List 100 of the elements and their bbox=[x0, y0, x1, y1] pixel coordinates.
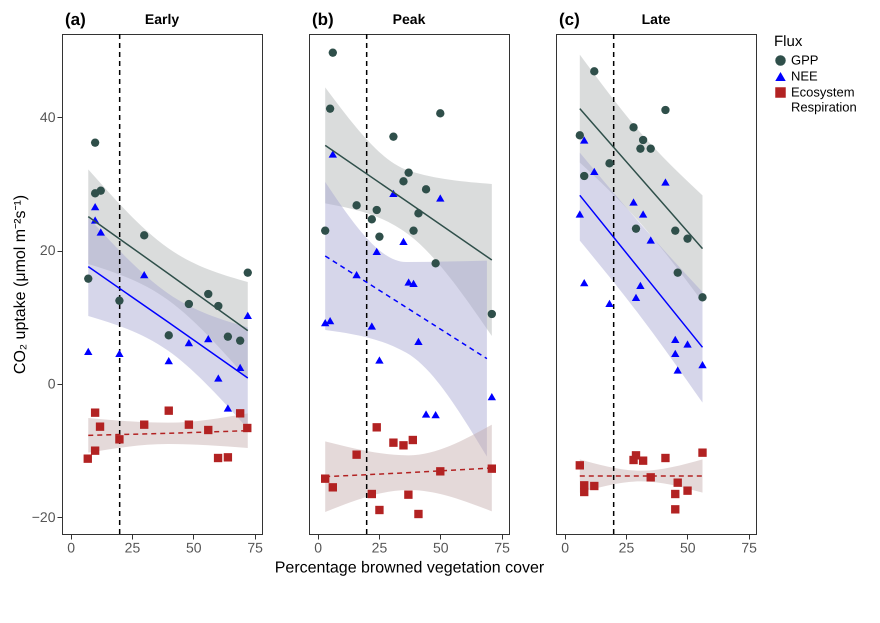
point bbox=[636, 144, 645, 153]
point bbox=[636, 282, 645, 289]
point bbox=[638, 456, 648, 465]
point bbox=[576, 210, 584, 218]
point bbox=[404, 168, 413, 177]
y-tick-label: −20 bbox=[32, 508, 56, 525]
point bbox=[399, 177, 408, 186]
point bbox=[115, 296, 124, 305]
point bbox=[671, 226, 680, 235]
x-tick-label: 0 bbox=[67, 540, 76, 556]
point bbox=[224, 453, 232, 462]
point bbox=[408, 436, 417, 444]
point bbox=[321, 226, 330, 235]
point bbox=[638, 136, 648, 144]
point bbox=[243, 424, 252, 432]
point bbox=[368, 322, 376, 330]
point bbox=[698, 293, 707, 302]
point bbox=[352, 201, 361, 210]
x-tick-label: 0 bbox=[314, 540, 322, 556]
chart-title: Early bbox=[144, 11, 180, 27]
point bbox=[431, 411, 440, 418]
text: (c) bbox=[559, 10, 580, 29]
x-tick-label: 50 bbox=[433, 540, 449, 556]
point bbox=[115, 435, 124, 444]
point bbox=[184, 420, 194, 429]
point bbox=[204, 290, 212, 298]
point bbox=[674, 268, 682, 277]
point bbox=[436, 109, 444, 118]
point bbox=[321, 319, 330, 326]
point bbox=[84, 348, 92, 355]
point bbox=[389, 132, 398, 141]
point bbox=[90, 203, 100, 210]
point bbox=[414, 338, 423, 345]
point bbox=[590, 67, 598, 76]
point bbox=[389, 438, 398, 447]
x-tick-label: 25 bbox=[618, 540, 634, 556]
point bbox=[399, 238, 408, 245]
point bbox=[671, 505, 680, 514]
y-tick-label: 40 bbox=[40, 108, 56, 125]
point bbox=[674, 478, 682, 487]
point bbox=[488, 310, 496, 318]
x-tick-label: 25 bbox=[372, 540, 388, 556]
point bbox=[698, 448, 707, 457]
point bbox=[629, 198, 638, 206]
point bbox=[164, 406, 173, 415]
point bbox=[632, 224, 640, 233]
point bbox=[90, 138, 100, 147]
point bbox=[661, 454, 670, 462]
point bbox=[375, 232, 384, 241]
point bbox=[671, 350, 680, 357]
point bbox=[184, 300, 194, 308]
point bbox=[580, 136, 588, 144]
point bbox=[164, 357, 173, 364]
point bbox=[580, 279, 588, 286]
point bbox=[590, 168, 598, 175]
y-tick-label: 0 bbox=[48, 376, 56, 392]
point bbox=[224, 404, 232, 412]
point bbox=[224, 332, 232, 341]
chart-title: Late bbox=[642, 11, 671, 27]
point bbox=[605, 300, 614, 307]
point bbox=[488, 464, 496, 473]
point bbox=[580, 488, 588, 496]
legend-title: Flux bbox=[774, 33, 803, 50]
point bbox=[671, 490, 680, 498]
x-tick-label: 25 bbox=[124, 540, 140, 556]
point bbox=[204, 335, 212, 342]
point bbox=[140, 231, 148, 240]
point bbox=[184, 339, 194, 346]
point bbox=[244, 268, 252, 277]
point bbox=[321, 474, 330, 483]
point bbox=[236, 409, 244, 418]
point bbox=[576, 131, 584, 140]
point bbox=[698, 361, 707, 368]
point bbox=[436, 467, 444, 476]
point bbox=[244, 312, 252, 319]
point bbox=[661, 106, 670, 114]
point bbox=[580, 172, 588, 180]
point bbox=[214, 454, 222, 462]
point bbox=[140, 420, 148, 429]
x-axis-title: Percentage browned vegetation cover bbox=[274, 560, 545, 576]
point bbox=[683, 486, 692, 495]
point bbox=[436, 194, 444, 202]
point bbox=[115, 350, 124, 357]
point bbox=[84, 454, 92, 463]
point bbox=[236, 364, 244, 371]
x-tick-label: 50 bbox=[680, 540, 696, 556]
point bbox=[328, 150, 337, 158]
point bbox=[674, 366, 682, 374]
point bbox=[629, 123, 638, 132]
chart-title: Peak bbox=[392, 11, 426, 27]
point bbox=[605, 159, 614, 168]
point bbox=[236, 336, 244, 345]
x-tick-label: 75 bbox=[741, 540, 758, 556]
point bbox=[375, 356, 384, 364]
point bbox=[414, 510, 423, 518]
point bbox=[404, 490, 413, 499]
x-tick-label: 0 bbox=[561, 540, 570, 556]
point bbox=[90, 408, 100, 417]
point bbox=[629, 456, 638, 464]
point bbox=[646, 473, 655, 482]
